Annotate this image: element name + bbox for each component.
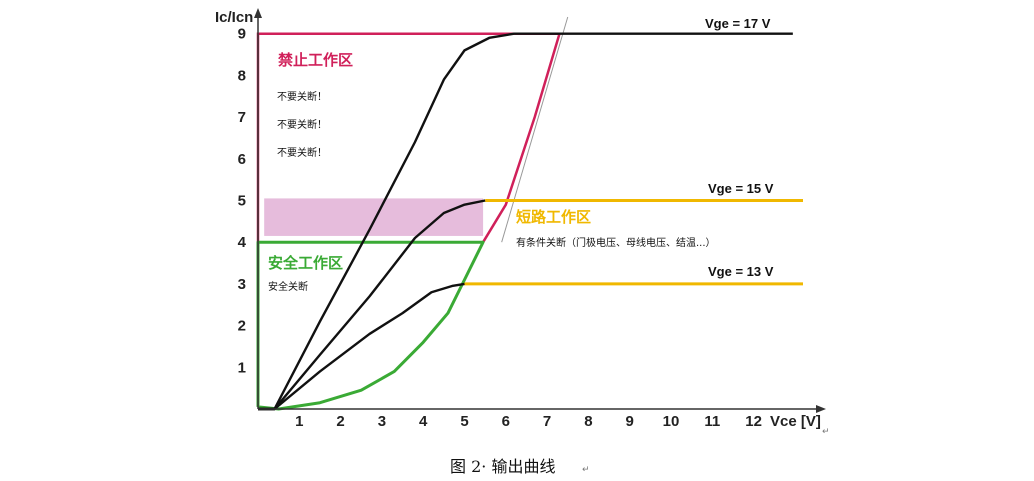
y-tick-label: 6 <box>238 151 246 168</box>
forbidden-zone-title: 禁止工作区 <box>278 51 353 69</box>
x-tick-label: 12 <box>745 413 762 430</box>
series-line-3 <box>258 282 465 411</box>
x-tick-label: 6 <box>502 413 510 430</box>
series-line-2 <box>258 199 486 411</box>
y-axis-arrow <box>254 8 262 18</box>
faint-guide-line <box>501 16 569 243</box>
y-tick-label: 5 <box>238 193 246 210</box>
y-tick-label: 1 <box>238 359 246 376</box>
return-mark: ↵ <box>822 427 830 437</box>
series-line-1 <box>258 32 793 411</box>
x-tick-label: 3 <box>378 413 386 430</box>
forbidden-zone-note: 不要关断！ <box>277 118 327 131</box>
y-tick-label: 3 <box>238 276 246 293</box>
x-tick-label: 2 <box>336 413 344 430</box>
x-tick-label: 10 <box>663 413 680 430</box>
short-circuit-zone-title: 短路工作区 <box>516 208 591 226</box>
forbidden-zone-note: 不要关断！ <box>277 146 327 159</box>
x-tick-label: 11 <box>704 413 720 430</box>
forbidden-zone-note: 不要关断！ <box>277 90 327 103</box>
y-tick-label: 2 <box>238 318 246 335</box>
x-axis-arrow <box>816 405 826 413</box>
y-tick-label: 9 <box>238 26 246 43</box>
vge-label-1: Vge = 17 V <box>705 16 771 31</box>
safe-zone-border <box>256 240 485 411</box>
x-tick-label: 8 <box>584 413 592 430</box>
x-tick-label: 7 <box>543 413 551 430</box>
highlight-band <box>264 198 484 236</box>
vge-label-2: Vge = 15 V <box>708 181 774 196</box>
vge-label-3: Vge = 13 V <box>708 264 774 279</box>
x-tick-label: 5 <box>460 413 468 430</box>
y-tick-label: 8 <box>238 67 246 84</box>
short-circuit-zone-note: 有条件关断（门极电压、母线电压、结温...） <box>516 236 716 249</box>
x-tick-label: 9 <box>626 413 634 430</box>
y-tick-label: 7 <box>238 109 246 126</box>
y-axis-label: Ic/Icn <box>215 9 253 26</box>
x-axis-label: Vce [V] <box>770 413 821 430</box>
x-tick-label: 1 <box>295 413 303 430</box>
caption-return-mark: ↵ <box>582 465 590 475</box>
chart-caption: 图 2· 输出曲线 <box>450 457 555 476</box>
safe-zone-title: 安全工作区 <box>268 254 343 272</box>
safe-zone-note: 安全关断 <box>268 280 308 293</box>
x-tick-label: 4 <box>419 413 428 430</box>
y-tick-label: 4 <box>238 234 247 251</box>
